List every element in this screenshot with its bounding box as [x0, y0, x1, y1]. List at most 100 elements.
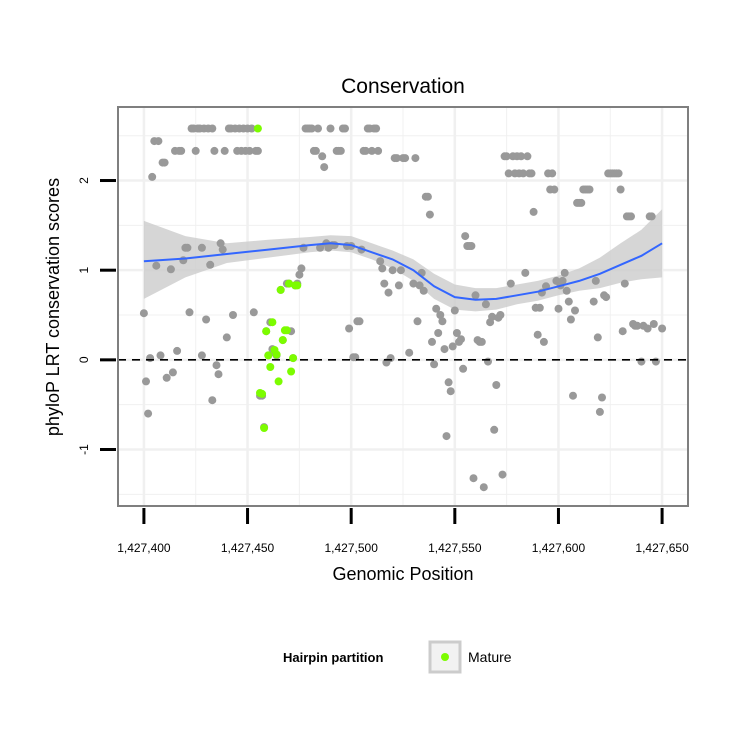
mature-data-point	[266, 363, 275, 371]
data-point	[197, 351, 206, 360]
data-point	[554, 304, 563, 313]
y-axis: -1 0 1 2	[77, 177, 116, 455]
smooth-line	[143, 242, 663, 301]
data-point	[361, 146, 370, 155]
data-point	[154, 137, 163, 146]
data-point	[517, 152, 526, 161]
y-tick-label: 1	[77, 267, 91, 274]
data-point	[173, 346, 182, 355]
data-point	[208, 124, 217, 133]
data-point	[384, 288, 393, 297]
mature-data-point	[260, 424, 269, 432]
data-point	[566, 315, 575, 324]
data-point	[148, 172, 157, 181]
data-point	[560, 268, 569, 277]
data-point	[488, 312, 497, 321]
data-point	[589, 297, 598, 306]
data-point	[450, 306, 459, 315]
data-point	[411, 154, 420, 163]
data-point	[448, 342, 457, 351]
data-point	[614, 169, 623, 178]
data-point	[564, 297, 573, 306]
data-point	[218, 245, 227, 254]
data-point	[330, 241, 339, 250]
data-point	[386, 354, 395, 363]
data-point	[504, 169, 513, 178]
data-point	[394, 281, 403, 290]
data-point	[210, 146, 219, 155]
mature-data-point	[282, 326, 291, 335]
y-tick-label: -1	[77, 444, 91, 455]
ribbon-layer	[143, 209, 663, 312]
x-axis-title: Genomic Position	[332, 564, 473, 584]
data-point	[492, 381, 501, 389]
data-point	[523, 152, 532, 161]
mature-data-point	[285, 279, 293, 288]
data-point	[183, 243, 192, 252]
data-point	[651, 357, 660, 366]
chart-title: Conservation	[341, 75, 465, 98]
data-point	[598, 393, 606, 402]
data-point	[214, 370, 223, 379]
data-point	[585, 185, 594, 194]
data-point	[527, 169, 536, 178]
data-point	[160, 158, 169, 167]
data-point	[481, 300, 490, 309]
data-point	[419, 286, 428, 295]
y-tick-label: 2	[77, 177, 91, 184]
data-point	[595, 407, 604, 416]
data-point	[432, 304, 441, 313]
x-tick-label: 1,427,650	[635, 541, 689, 555]
mature-data-point	[289, 354, 298, 363]
mature-data-point	[274, 377, 283, 386]
data-point	[177, 146, 186, 155]
y-axis-title: phyloP LRT conservation scores	[43, 178, 63, 436]
mature-points-layer	[253, 124, 302, 432]
data-point	[496, 311, 505, 319]
data-point	[469, 474, 478, 483]
data-point	[191, 146, 200, 155]
data-point	[461, 232, 470, 241]
data-point	[388, 266, 397, 275]
confidence-ribbon	[143, 209, 663, 312]
data-point	[401, 154, 410, 163]
x-tick-label: 1,427,500	[324, 541, 378, 555]
data-point	[208, 396, 217, 405]
mature-data-point	[272, 350, 281, 359]
x-tick-label: 1,427,550	[428, 541, 482, 555]
data-point	[643, 324, 652, 333]
data-point	[212, 361, 221, 370]
data-point	[637, 357, 646, 366]
x-tick-label: 1,427,400	[117, 541, 171, 555]
data-point	[506, 279, 515, 288]
data-point	[539, 337, 548, 346]
data-point	[392, 154, 401, 163]
data-point	[633, 321, 642, 330]
mature-data-point	[287, 367, 296, 376]
data-point	[166, 265, 175, 274]
data-point	[457, 335, 465, 344]
data-point	[249, 308, 258, 317]
data-point	[519, 169, 528, 178]
data-point	[647, 212, 656, 221]
data-point	[558, 276, 567, 285]
data-point	[602, 293, 611, 302]
data-point	[442, 432, 451, 441]
data-point	[318, 152, 327, 161]
data-point	[627, 212, 635, 221]
data-point	[222, 333, 231, 342]
data-point	[436, 311, 445, 319]
data-point	[316, 243, 325, 252]
data-point	[367, 146, 376, 155]
data-point	[562, 286, 571, 295]
data-point	[593, 333, 602, 342]
data-point	[374, 146, 383, 155]
line-layer	[143, 242, 663, 301]
mature-data-point	[264, 351, 273, 360]
data-point	[405, 348, 414, 357]
data-point	[658, 324, 667, 333]
data-point	[146, 354, 155, 363]
data-point	[459, 364, 468, 373]
legend-title: Hairpin partition	[283, 650, 383, 665]
